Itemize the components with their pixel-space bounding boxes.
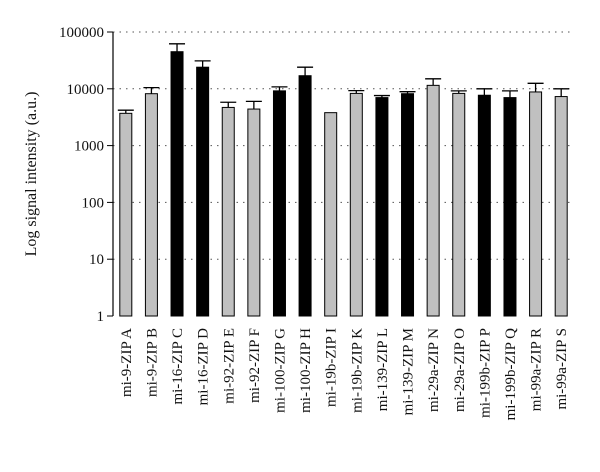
bar [477, 94, 491, 317]
x-category-label: mi-9-ZIP A [119, 328, 135, 397]
bar [349, 92, 363, 317]
x-category-label: mi-139-ZIP L [375, 328, 391, 411]
gridlines [113, 31, 574, 260]
axes [107, 31, 114, 317]
x-category-label: mi-29a-ZIP N [426, 328, 442, 412]
x-category-label: mi-99a-ZIP S [554, 328, 570, 410]
bar [247, 108, 261, 317]
x-category-label: mi-199b-ZIP P [477, 328, 493, 418]
bar [554, 96, 568, 317]
bar [452, 92, 466, 317]
bar [375, 97, 389, 317]
bar [272, 90, 286, 317]
x-category-label: mi-92-ZIP E [221, 328, 237, 404]
y-tick-label: 100000 [59, 25, 104, 41]
bar [426, 84, 440, 317]
x-category-label: mi-100-ZIP H [298, 328, 314, 413]
bar [221, 106, 235, 317]
bar [324, 112, 338, 317]
bars [119, 51, 568, 317]
x-category-label: mi-9-ZIP B [144, 328, 160, 397]
y-tick-labels: 1 10 100 1000 10000 100000 [59, 25, 104, 325]
x-category-label: mi-139-ZIP M [401, 328, 417, 415]
y-axis-title: Log signal intensity (a.u.) [23, 92, 40, 257]
bar [119, 112, 133, 317]
x-category-label: mi-19b-ZIP I [324, 328, 340, 407]
x-category-label: mi-29a-ZIP O [452, 328, 468, 412]
x-category-label: mi-16-ZIP C [170, 328, 186, 405]
bar [144, 93, 158, 317]
y-tick-label: 1000 [74, 139, 104, 155]
y-tick-label: 100 [82, 195, 105, 211]
x-category-label: mi-16-ZIP D [196, 328, 212, 406]
y-tick-label: 10000 [67, 82, 105, 98]
bar [401, 93, 415, 317]
x-category-label: mi-99a-ZIP R [529, 328, 545, 411]
bar [196, 66, 210, 317]
x-category-labels: mi-9-ZIP A mi-9-ZIP B mi-16-ZIP C mi-16-ZIP… [119, 328, 570, 421]
y-tick-label: 10 [89, 252, 104, 268]
bar [170, 51, 184, 317]
x-category-label: mi-19b-ZIP K [349, 328, 365, 413]
bar [298, 75, 312, 317]
error-bars [117, 43, 570, 114]
bar [503, 97, 517, 317]
x-category-label: mi-100-ZIP G [272, 328, 288, 413]
x-category-label: mi-199b-ZIP Q [503, 328, 519, 421]
bar [529, 91, 543, 317]
y-tick-label: 1 [97, 309, 105, 325]
x-category-label: mi-92-ZIP F [247, 328, 263, 403]
